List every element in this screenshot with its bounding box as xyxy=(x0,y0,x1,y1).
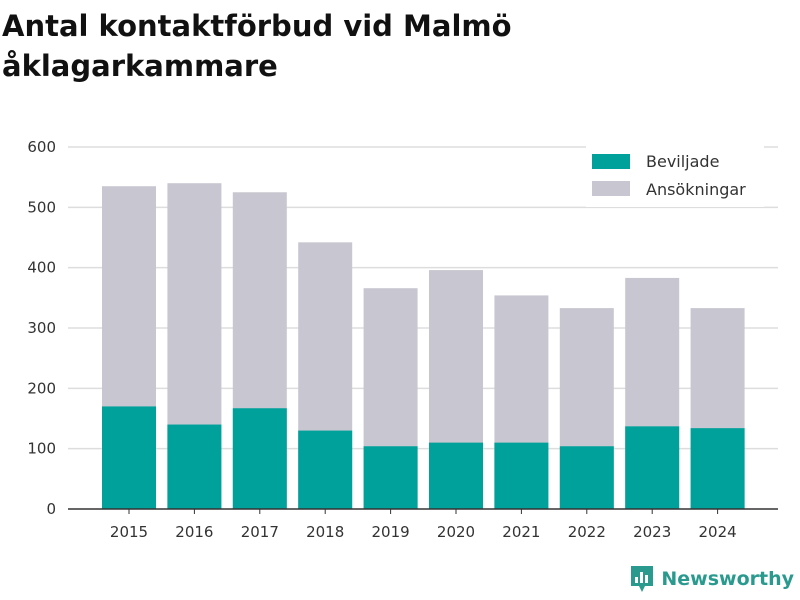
bar-beviljade-2023 xyxy=(625,426,680,509)
bar-beviljade-2024 xyxy=(690,428,745,509)
x-tick-label-2022: 2022 xyxy=(568,523,606,541)
bar-beviljade-2017 xyxy=(232,408,287,509)
y-tick-label-300: 300 xyxy=(27,319,56,337)
bar-beviljade-2022 xyxy=(559,446,614,509)
legend-label-beviljade: Beviljade xyxy=(646,152,719,171)
x-tick-label-2018: 2018 xyxy=(306,523,344,541)
x-tick-label-2017: 2017 xyxy=(241,523,279,541)
bar-beviljade-2015 xyxy=(102,406,156,509)
x-tick-label-2020: 2020 xyxy=(437,523,475,541)
legend: Beviljade Ansökningar xyxy=(586,145,764,207)
bar-chart-badge-icon xyxy=(631,566,654,592)
bar-beviljade-2016 xyxy=(167,424,222,509)
y-tick-label-0: 0 xyxy=(46,500,56,518)
x-tick-label-2024: 2024 xyxy=(699,523,737,541)
brand-name: Newsworthy xyxy=(661,568,794,590)
y-tick-label-400: 400 xyxy=(27,259,56,277)
x-tick-label-2019: 2019 xyxy=(372,523,410,541)
y-tick-label-200: 200 xyxy=(27,379,56,397)
x-tick-label-2015: 2015 xyxy=(110,523,148,541)
bar-beviljade-2020 xyxy=(429,442,483,509)
chart-title: Antal kontaktförbud vid Malmö åklagarkam… xyxy=(2,9,512,83)
axes: 0 100 200 300 400 500 600 2015 2016 2017 2018 2019 2… xyxy=(27,138,778,541)
legend-swatch-ansokningar xyxy=(592,181,630,196)
brand-logo: Newsworthy xyxy=(629,564,794,594)
bar-beviljade-2021 xyxy=(494,442,549,509)
legend-label-ansokningar: Ansökningar xyxy=(646,180,746,199)
y-tick-label-500: 500 xyxy=(27,198,56,216)
x-tick-label-2021: 2021 xyxy=(502,523,540,541)
bars xyxy=(102,183,745,509)
y-tick-label-100: 100 xyxy=(27,440,56,458)
legend-swatch-beviljade xyxy=(592,154,630,169)
y-tick-label-600: 600 xyxy=(27,138,56,156)
x-tick-label-2023: 2023 xyxy=(633,523,671,541)
bar-beviljade-2019 xyxy=(363,446,418,509)
bar-beviljade-2018 xyxy=(298,430,353,509)
x-tick-label-2016: 2016 xyxy=(175,523,213,541)
